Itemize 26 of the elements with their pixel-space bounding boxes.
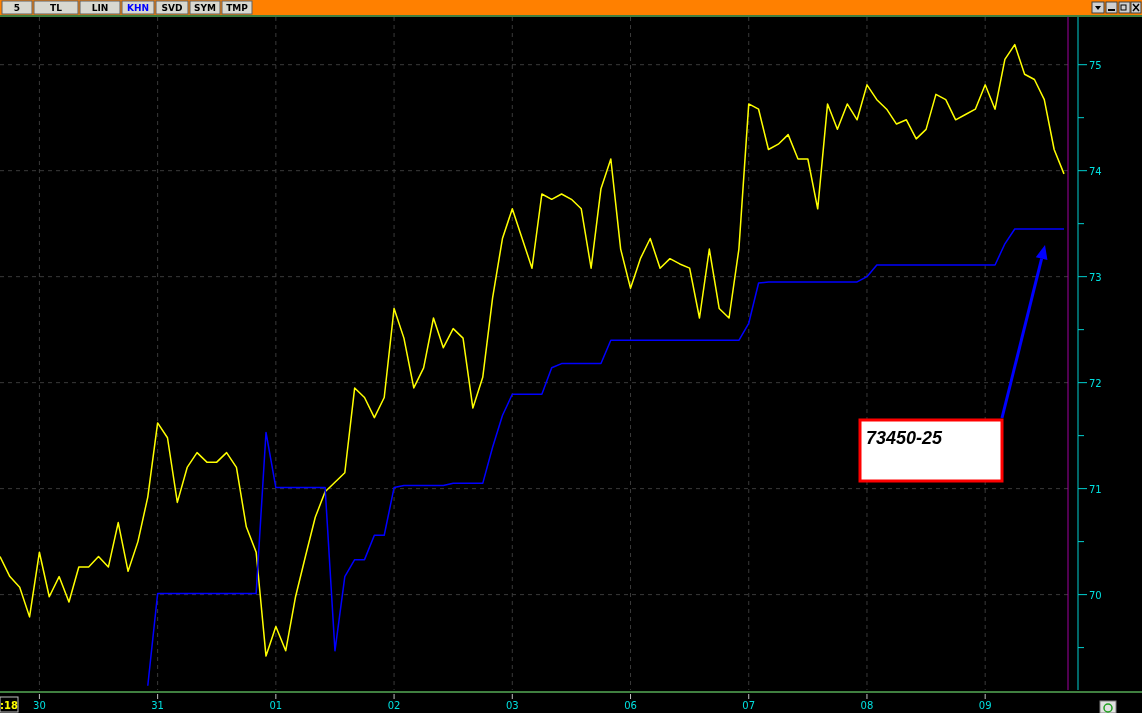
- text: LIN: [91, 3, 109, 13]
- x-tick-label: 07: [742, 700, 756, 711]
- y-tick-label: 75: [1089, 59, 1102, 71]
- y-tick-label: 73: [1089, 271, 1102, 283]
- text: SYM: [194, 3, 217, 13]
- x-tick-label: 31: [151, 700, 164, 711]
- y-tick-label: 71: [1089, 483, 1102, 495]
- x-tick-label: 30: [33, 700, 46, 711]
- x-tick-label: 02: [387, 700, 401, 711]
- x-tick-label: 08: [860, 700, 874, 711]
- x-tick-label: 09: [978, 700, 992, 711]
- text: TMP: [226, 3, 249, 13]
- line-series: [147, 228, 1065, 687]
- y-tick-label: 70: [1089, 589, 1102, 601]
- text: TL: [50, 3, 63, 13]
- x-tick-label: 06: [624, 700, 637, 711]
- y-tick-label: 72: [1089, 377, 1102, 389]
- line-series: [0, 43, 1065, 657]
- text: 5: [13, 3, 21, 13]
- annotation: 73450-25: [866, 428, 944, 448]
- text: :18: [0, 700, 18, 711]
- text: KHN: [126, 3, 150, 13]
- x-tick-label: 03: [505, 700, 519, 711]
- y-tick-label: 74: [1089, 165, 1102, 177]
- text: SVD: [161, 3, 183, 13]
- x-tick-label: 01: [269, 700, 283, 711]
